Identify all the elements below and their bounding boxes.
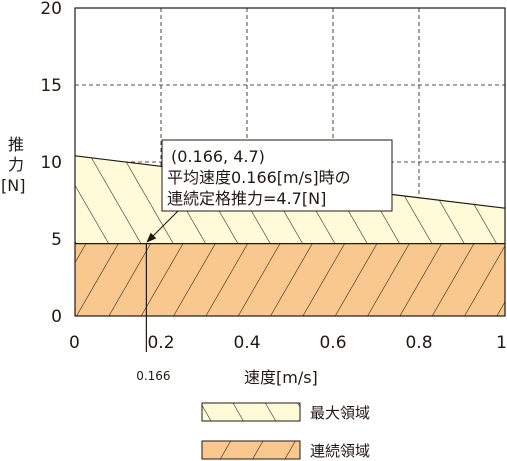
legend: 最大領域 連続領域 xyxy=(201,402,370,460)
legend-item-continuous: 連続領域 xyxy=(201,440,370,460)
legend-hatch-continuous xyxy=(202,441,300,459)
annotation-callout: (0.166, 4.7) 平均速度0.166[m/s]時の 連続定格推力=4.7… xyxy=(146,139,393,243)
x-tick-label: 0.4 xyxy=(233,333,260,353)
y-axis-label-line-1: 推 xyxy=(8,135,24,154)
legend-label-max: 最大領域 xyxy=(310,404,370,422)
annotation-arrowhead xyxy=(146,232,157,243)
legend-item-max: 最大領域 xyxy=(201,402,370,422)
annotation-arrow xyxy=(149,210,179,240)
x-tick-labels: 0 0.2 0.4 0.6 0.8 1 xyxy=(69,333,507,353)
annotation-line-3: 連続定格推力=4.7[N] xyxy=(167,189,326,208)
x-axis-label: 速度[m/s] xyxy=(244,368,318,387)
y-tick-label: 0 xyxy=(51,307,62,327)
y-tick-label: 5 xyxy=(51,230,62,250)
y-axis-label-line-2: 力 xyxy=(8,155,24,174)
x-tick-label: 1 xyxy=(496,333,507,353)
continuous-region-hatch xyxy=(75,243,505,316)
annotation-line-2: 平均速度0.166[m/s]時の xyxy=(167,168,351,187)
x-tick-label: 0.2 xyxy=(147,333,174,353)
marker-label: 0.166 xyxy=(136,369,170,383)
legend-hatch-max xyxy=(202,403,300,421)
y-axis-label-line-3: [N] xyxy=(1,176,25,195)
plot-frame xyxy=(74,7,506,317)
annotation-line-1: (0.166, 4.7) xyxy=(171,147,265,166)
y-tick-label: 15 xyxy=(40,76,62,96)
x-tick-label: 0.6 xyxy=(319,333,346,353)
y-tick-label: 20 xyxy=(40,0,62,19)
x-tick-label: 0.8 xyxy=(405,333,432,353)
x-tick-label: 0 xyxy=(69,333,80,353)
legend-label-continuous: 連続領域 xyxy=(310,442,370,460)
annotation-box xyxy=(161,139,393,212)
y-tick-labels: 0 5 10 15 20 xyxy=(40,0,62,327)
y-tick-label: 10 xyxy=(40,153,62,173)
